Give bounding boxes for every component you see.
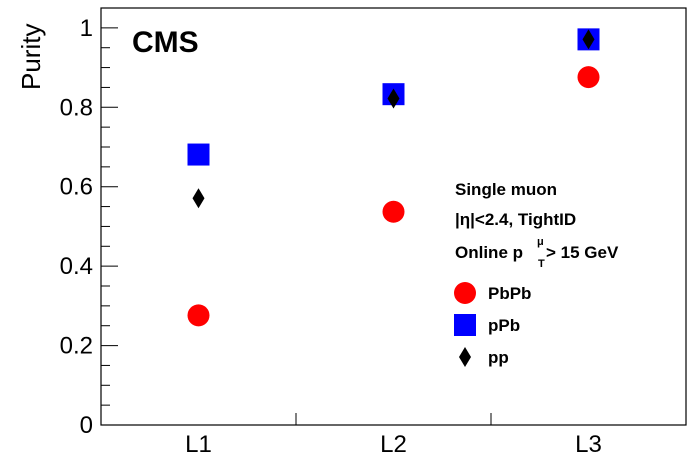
legend: Single muon |η|<2.4, TightID Online p μ … xyxy=(454,180,619,367)
data-point-ppb xyxy=(187,143,210,166)
legend-marker-pbpb xyxy=(454,282,476,304)
y-tick-label: 1 xyxy=(80,15,93,42)
legend-label-pbpb: PbPb xyxy=(488,284,531,303)
plot-frame xyxy=(100,7,687,426)
y-tick-label: 0 xyxy=(80,412,93,439)
data-point-pbpb xyxy=(187,304,210,327)
legend-header-line3-sup: μ xyxy=(537,236,544,248)
legend-marker-pp xyxy=(459,347,471,367)
y-tick-label: 0.2 xyxy=(60,333,93,360)
legend-entries: PbPb pPb pp xyxy=(454,282,531,367)
data-point-pp xyxy=(387,88,400,109)
legend-header-line3-prefix: Online p xyxy=(455,243,523,262)
x-axis-ticks: L1 L2 L3 xyxy=(185,413,602,458)
legend-header-line1: Single muon xyxy=(455,180,557,199)
legend-header-line2: |η|<2.4, TightID xyxy=(455,210,576,229)
legend-label-pp: pp xyxy=(488,348,509,367)
x-tick-label: L1 xyxy=(185,431,212,458)
x-tick-label: L3 xyxy=(575,431,602,458)
legend-header-line3: Online p xyxy=(455,243,523,262)
experiment-label: CMS xyxy=(132,26,199,59)
legend-header-line3-sub: T xyxy=(538,258,545,270)
data-point-pbpb xyxy=(577,66,600,89)
data-point-pp xyxy=(582,29,595,50)
y-tick-label: 0.6 xyxy=(60,174,93,201)
data-marks xyxy=(187,28,600,327)
y-tick-label: 0.4 xyxy=(60,253,93,280)
y-axis-ticks: 0 0.2 0.4 0.6 0.8 1 xyxy=(60,7,118,439)
y-axis-label: Purity xyxy=(16,24,46,90)
legend-label-ppb: pPb xyxy=(488,316,520,335)
legend-header-line3-suffix: > 15 GeV xyxy=(546,243,619,262)
legend-marker-ppb xyxy=(454,314,476,336)
y-tick-label: 0.8 xyxy=(60,94,93,121)
data-point-pp xyxy=(192,188,205,209)
plot-border xyxy=(100,7,687,426)
data-point-pbpb xyxy=(382,200,405,223)
x-tick-label: L2 xyxy=(380,431,407,458)
